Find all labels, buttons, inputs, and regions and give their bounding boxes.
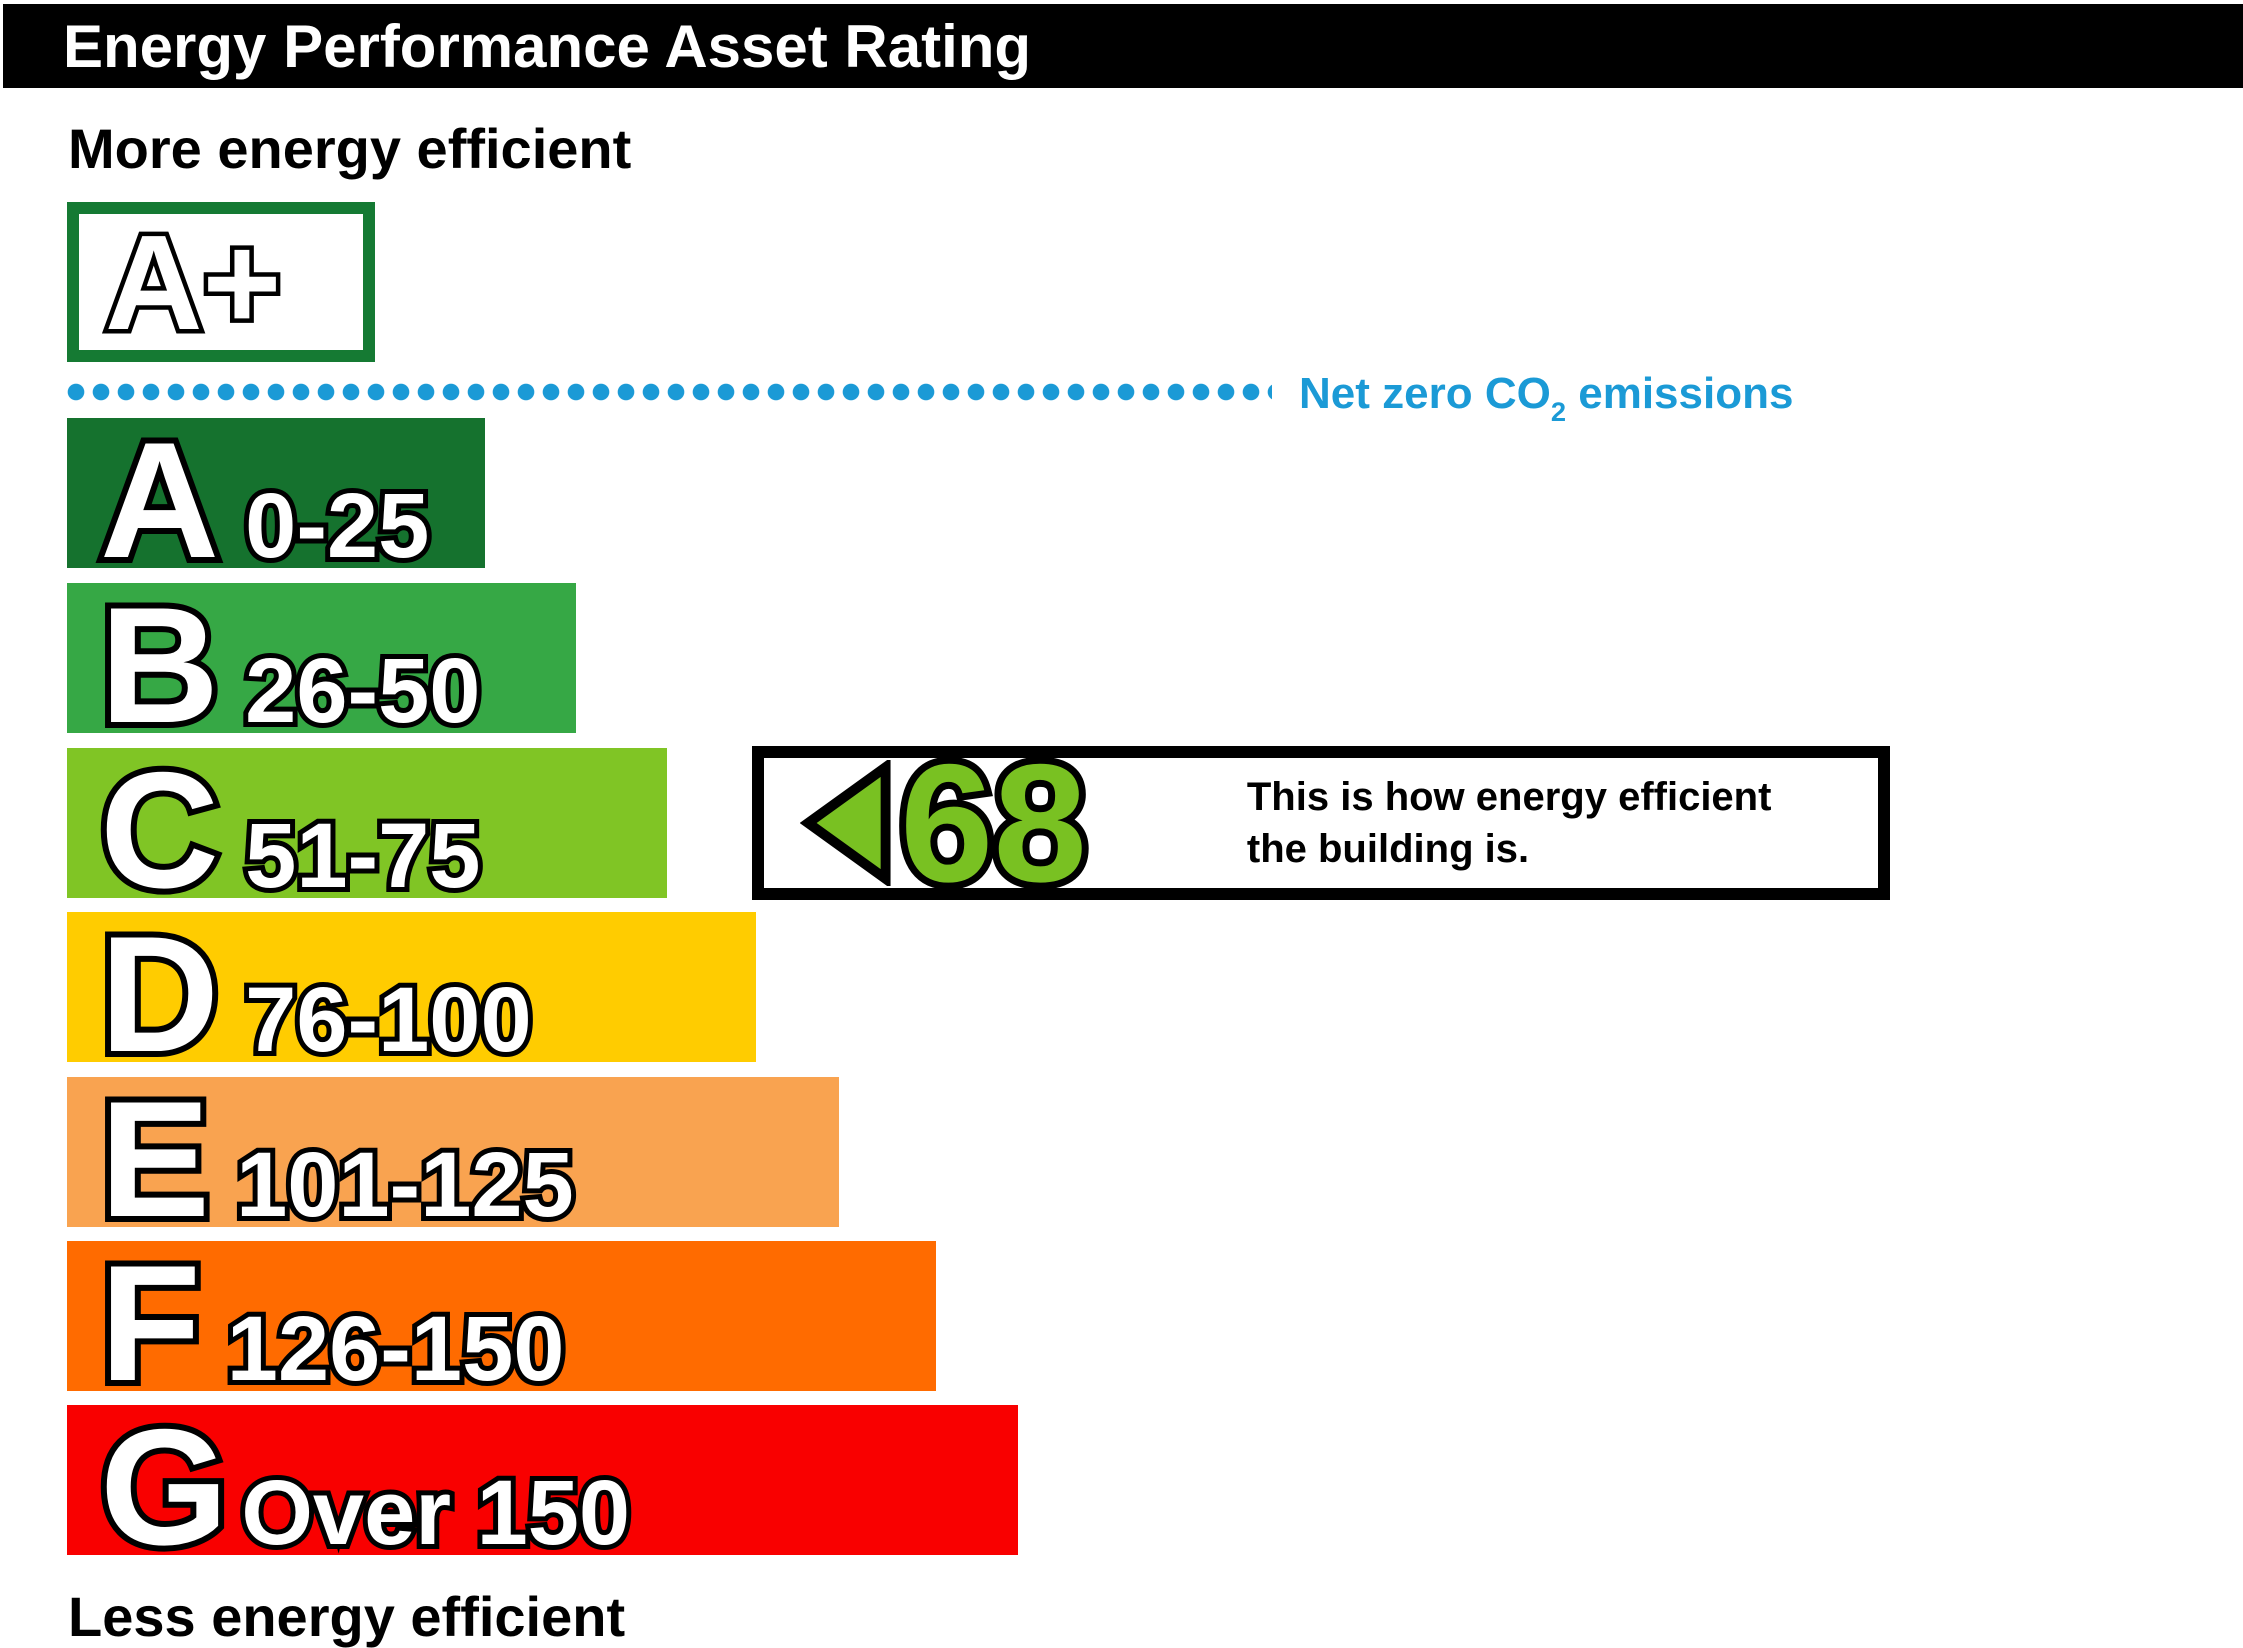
- rating-value: 68 68: [893, 729, 1094, 917]
- band-f-range: 126-150 126-150: [222, 1298, 570, 1400]
- rating-caption-line2: the building is.: [1246, 827, 1530, 871]
- header-bar: Energy Performance Asset Rating: [3, 4, 2243, 88]
- net-zero-text-prefix: Net zero CO: [1299, 369, 1551, 418]
- a-plus-band: A+ A+: [67, 202, 375, 362]
- more-energy-efficient-label: More energy efficient: [68, 117, 632, 180]
- rating-caption: This is how energy efficient the buildin…: [1247, 771, 1772, 875]
- arrow-left-icon: [800, 760, 892, 886]
- band-c-range: 51-75 51-75: [240, 805, 485, 907]
- band-a-range: 0-25 0-25: [240, 475, 434, 577]
- rating-caption-line1: This is how energy efficient: [1246, 775, 1772, 819]
- net-zero-dotted-line: [67, 383, 1272, 401]
- page-title: Energy Performance Asset Rating: [63, 12, 1032, 80]
- band-g-range: Over 150 Over 150: [236, 1462, 635, 1564]
- band-d-range: 76-100 76-100: [240, 969, 536, 1071]
- less-energy-efficient-label: Less energy efficient: [68, 1585, 626, 1648]
- band-e-range: 101-125 101-125: [231, 1134, 579, 1236]
- net-zero-label: Net zero CO2 emissions: [1299, 369, 1794, 425]
- rating-indicator-box: 68 68 This is how energy efficient the bu…: [752, 732, 1890, 914]
- a-plus-letter: A+ A+: [100, 206, 285, 358]
- net-zero-text-suffix: emissions: [1566, 369, 1794, 418]
- band-b-range: 26-50 26-50: [240, 640, 485, 742]
- net-zero-subscript: 2: [1550, 396, 1566, 428]
